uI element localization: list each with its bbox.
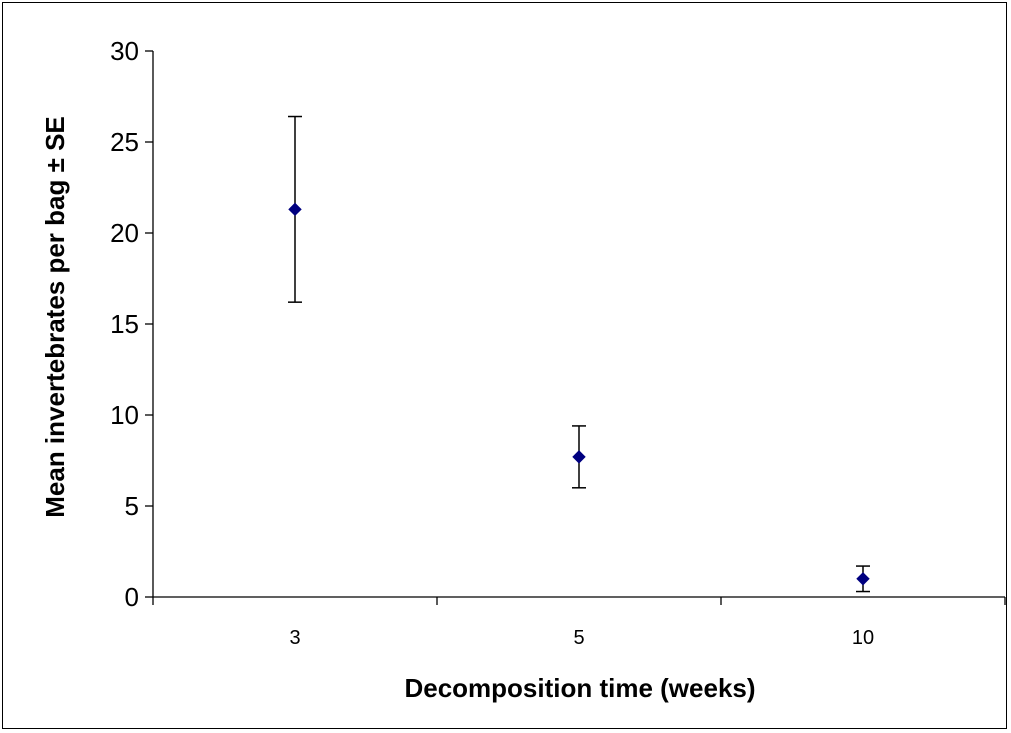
y-tick-label: 20 — [110, 218, 139, 248]
x-axis-title: Decomposition time (weeks) — [404, 673, 755, 703]
y-tick-label: 15 — [110, 309, 139, 339]
y-tick-label: 0 — [125, 582, 139, 612]
data-point — [856, 572, 870, 586]
data-marks — [288, 115, 870, 593]
y-axis-title: Mean invertebrates per bag ± SE — [40, 116, 70, 518]
x-tick-label: 5 — [573, 627, 584, 649]
x-axis-ticks: 3 5 10 — [152, 597, 1006, 649]
y-tick-label: 10 — [110, 400, 139, 430]
x-tick-label: 3 — [289, 627, 300, 649]
y-tick-label: 30 — [110, 36, 139, 66]
y-axis-ticks: 0 5 10 15 20 25 30 — [110, 36, 153, 612]
data-point — [572, 450, 586, 464]
y-tick-label: 5 — [125, 491, 139, 521]
y-tick-label: 25 — [110, 127, 139, 157]
x-tick-label: 10 — [852, 627, 874, 649]
axes — [152, 51, 1005, 598]
data-point — [288, 202, 302, 217]
